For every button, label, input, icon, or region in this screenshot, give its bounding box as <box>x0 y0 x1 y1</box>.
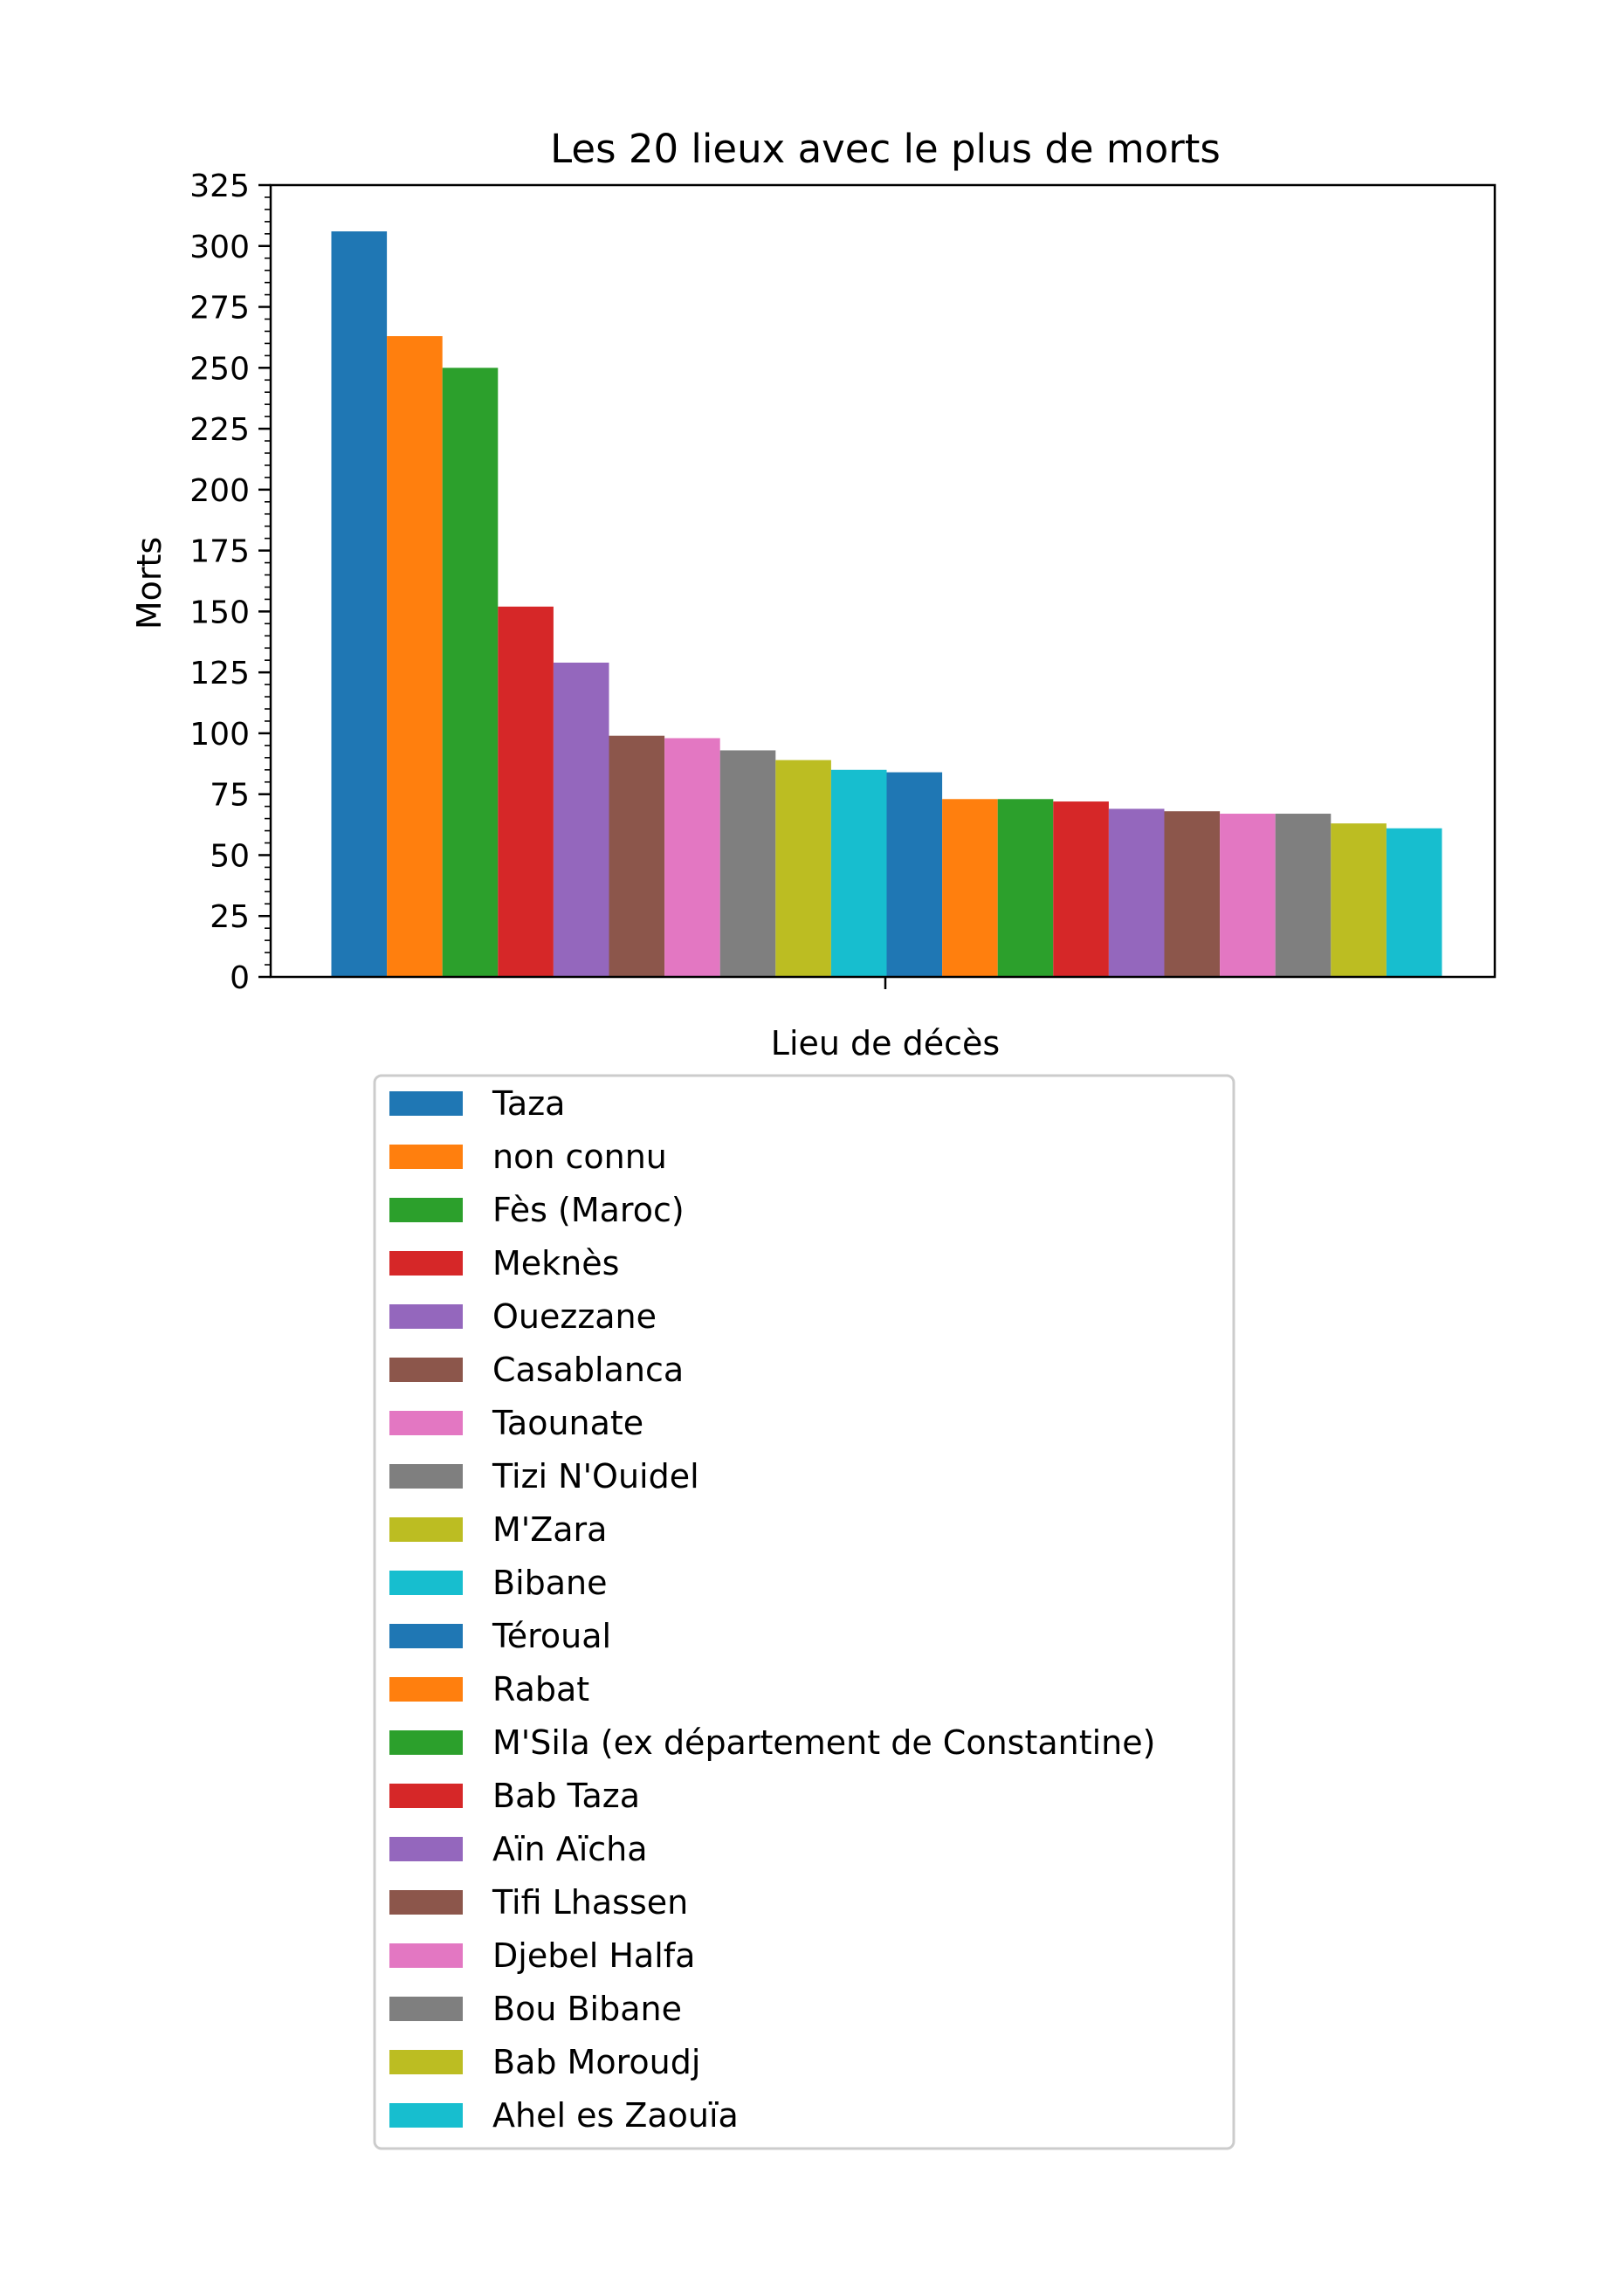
legend-swatch <box>389 1730 463 1755</box>
legend-swatch <box>389 1091 463 1116</box>
bar-10 <box>830 769 887 977</box>
legend-swatch <box>389 1890 463 1915</box>
legend-label: Djebel Halfa <box>492 1936 695 1975</box>
y-tick-label: 150 <box>189 595 250 630</box>
legend-label: Taza <box>492 1084 565 1123</box>
legend-frame <box>373 1074 1235 2150</box>
legend-swatch <box>389 1571 463 1595</box>
legend-label: Aïn Aïcha <box>492 1830 648 1868</box>
legend-swatch <box>389 2050 463 2074</box>
legend-label: non connu <box>492 1138 667 1176</box>
chart-title: Les 20 lieux avec le plus de morts <box>550 126 1221 172</box>
bar-20 <box>1386 828 1442 977</box>
y-tick-label: 75 <box>210 778 250 814</box>
legend-label: Bou Bibane <box>492 1990 682 2028</box>
legend-swatch <box>389 1677 463 1702</box>
bar-11 <box>886 772 943 977</box>
y-tick-label: 275 <box>189 291 250 327</box>
bar-8 <box>719 750 776 977</box>
legend-label: Meknès <box>492 1244 619 1282</box>
y-tick-label: 225 <box>189 412 250 448</box>
bar-18 <box>1275 814 1332 977</box>
legend-label: M'Sila (ex département de Constantine) <box>492 1723 1155 1762</box>
y-axis-label: Morts <box>130 537 169 629</box>
bar-16 <box>1164 811 1221 977</box>
bar-6 <box>609 735 665 977</box>
bars-group <box>331 231 1442 977</box>
legend-swatch <box>389 1517 463 1542</box>
legend-label: Bibane <box>492 1564 608 1602</box>
legend-swatch <box>389 1358 463 1382</box>
legend-items: Taza non connu Fès (Maroc) Meknès Ouezzane Ca… <box>389 1084 1155 2135</box>
y-tick-label: 50 <box>210 838 250 874</box>
legend-swatch <box>389 1145 463 1169</box>
bar-1 <box>331 231 388 977</box>
legend-label: Rabat <box>492 1670 589 1709</box>
legend-swatch <box>389 1304 463 1329</box>
bar-17 <box>1220 814 1276 977</box>
legend-swatch <box>389 1464 463 1489</box>
legend-swatch <box>389 1784 463 1808</box>
legend-swatch <box>389 1198 463 1222</box>
bar-7 <box>664 738 720 977</box>
legend-swatch <box>389 1837 463 1861</box>
legend-swatch <box>389 1251 463 1276</box>
legend-label: Ahel es Zaouïa <box>492 2096 739 2135</box>
y-tick-label: 100 <box>189 717 250 753</box>
legend: Taza non connu Fès (Maroc) Meknès Ouezzane Ca… <box>373 1074 1235 2150</box>
x-axis-label: Lieu de décès <box>771 1024 1000 1062</box>
bar-5 <box>553 662 609 977</box>
bar-13 <box>997 799 1054 977</box>
bar-9 <box>775 760 831 977</box>
bar-14 <box>1053 801 1109 977</box>
legend-label: Bab Moroudj <box>492 2043 700 2081</box>
legend-swatch <box>389 1943 463 1968</box>
legend-label: Taounate <box>492 1404 643 1442</box>
legend-label: Bab Taza <box>492 1777 640 1815</box>
bar-19 <box>1331 823 1387 977</box>
legend-swatch <box>389 1411 463 1435</box>
y-tick-label: 175 <box>189 534 250 570</box>
plot-frame <box>269 183 1497 979</box>
bar-12 <box>942 799 998 977</box>
y-tick-label: 0 <box>230 960 250 996</box>
y-tick-label: 25 <box>210 899 250 935</box>
legend-label: Ouezzane <box>492 1297 657 1336</box>
legend-swatch <box>389 1624 463 1648</box>
y-tick-label: 200 <box>189 473 250 509</box>
legend-label: Casablanca <box>492 1351 684 1389</box>
y-axis: 0 25 50 75 100 125 150 175 200 225 250 275 300 325 <box>189 168 271 996</box>
y-tick-label: 300 <box>189 230 250 265</box>
legend-label: M'Zara <box>492 1510 607 1549</box>
y-tick-label: 250 <box>189 351 250 387</box>
legend-label: Téroual <box>492 1617 611 1655</box>
bar-15 <box>1108 808 1165 977</box>
bar-2 <box>387 336 443 977</box>
bar-4 <box>498 606 554 977</box>
legend-label: Tizi N'Ouidel <box>492 1457 699 1496</box>
legend-label: Fès (Maroc) <box>492 1191 685 1229</box>
legend-label: Tifi Lhassen <box>492 1883 688 1922</box>
legend-swatch <box>389 2103 463 2128</box>
legend-swatch <box>389 1997 463 2021</box>
y-tick-label: 325 <box>189 168 250 204</box>
y-tick-label: 125 <box>189 656 250 691</box>
bar-3 <box>442 368 499 977</box>
